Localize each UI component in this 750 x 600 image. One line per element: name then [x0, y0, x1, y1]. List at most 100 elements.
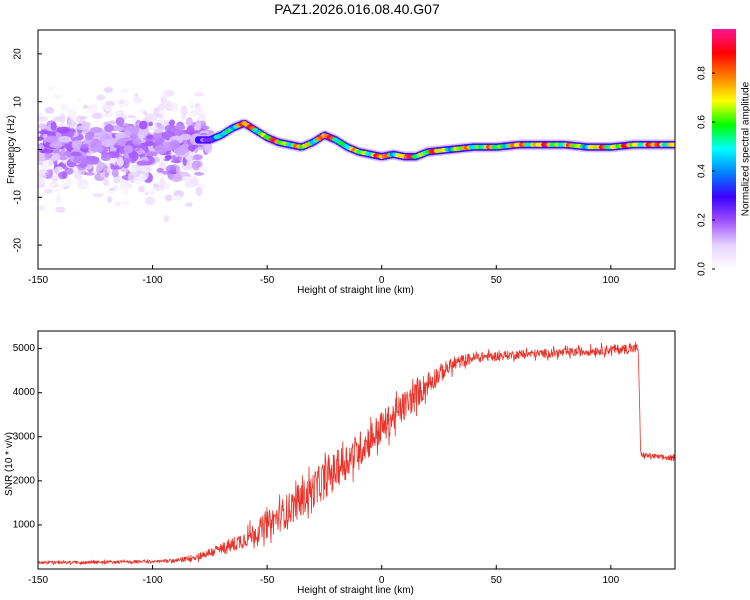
colorbar-label: Normalized spectral amplitude — [741, 81, 750, 216]
spectrogram-cell — [105, 100, 115, 106]
spectrogram-x-label: Height of straight line (km) — [297, 285, 414, 296]
spectrogram-cell — [121, 88, 129, 93]
snr-series-line — [38, 341, 675, 566]
spectrogram-cell — [193, 154, 203, 161]
spectrogram-cell — [62, 185, 70, 190]
spectrogram-cell — [124, 131, 132, 137]
spectrogram-cell — [154, 137, 165, 144]
spectrogram-cell — [163, 215, 170, 223]
spectrogram-x-tick-label: -100 — [143, 275, 163, 286]
spectrogram-cell — [38, 130, 50, 135]
spectrogram-cell — [187, 145, 196, 151]
spectrogram-cell — [188, 102, 195, 110]
snr-plot-area — [38, 341, 675, 566]
spectrogram-cell — [138, 173, 147, 183]
spectrogram-cell — [145, 134, 154, 140]
spectrogram-cell — [185, 117, 193, 127]
spectrogram-cell — [137, 186, 144, 193]
spectrogram-cell — [38, 170, 48, 174]
snr-y-label: SNR (10 * v/v) — [4, 432, 15, 496]
snr-x-tick-label: 50 — [491, 575, 503, 586]
snr-y-axis: 1000 2000 3000 4000 5000 — [13, 343, 42, 530]
spectrogram-x-tick-label: 100 — [602, 275, 619, 286]
snr-y-tick-label: 2000 — [13, 475, 36, 486]
spectrogram-cell — [119, 185, 126, 190]
spectrogram-x-tick-label: 0 — [379, 275, 385, 286]
spectrogram-cell — [51, 94, 64, 99]
spectrogram-cell — [148, 157, 156, 164]
spectrogram-cell — [54, 188, 62, 193]
spectrogram-cell — [39, 148, 54, 154]
spectrogram-cell — [115, 117, 125, 126]
spectrogram-cell — [194, 92, 204, 97]
colorbar-gradient — [712, 29, 736, 269]
spectrogram-cell — [106, 196, 113, 203]
spectrogram-cell — [67, 108, 77, 120]
spectrogram-cell — [56, 126, 70, 134]
spectrogram-cell — [123, 145, 134, 154]
spectrogram-cell — [170, 195, 182, 201]
spectrogram-cell — [179, 133, 192, 141]
spectrogram-cell — [143, 110, 148, 116]
spectrogram-cell — [670, 142, 675, 147]
spectrogram-cell — [104, 170, 109, 178]
snr-x-tick-label: -50 — [260, 575, 275, 586]
spectrogram-cell — [204, 143, 212, 154]
spectrogram-cell — [85, 155, 100, 165]
spectrogram-cell — [170, 173, 183, 183]
spectrogram-cell — [78, 116, 88, 120]
spectrogram-cell — [56, 194, 61, 204]
spectrogram-cell — [57, 171, 68, 180]
spectrogram-cell — [63, 150, 74, 157]
colorbar-axis: 0.0 0.2 0.4 0.6 0.8 — [697, 66, 715, 276]
spectrogram-cell — [38, 205, 46, 211]
spectrogram-cell — [114, 201, 121, 207]
spectrogram-cell — [196, 183, 206, 188]
spectrogram-cell — [156, 167, 164, 173]
spectrogram-y-label: Frequency (Hz) — [6, 115, 17, 184]
spectrogram-cell — [111, 168, 119, 178]
spectrogram-cell — [100, 153, 111, 162]
spectrogram-cell — [114, 126, 125, 132]
spectrogram-cell — [100, 172, 105, 178]
snr-frame — [37, 330, 676, 570]
spectrogram-cell — [109, 189, 115, 195]
spectrogram-cell — [118, 179, 128, 183]
spectrogram-cell — [80, 143, 89, 149]
spectrogram-cell — [49, 142, 63, 149]
spectrogram-x-tick-label: -50 — [260, 275, 275, 286]
spectrogram-cell — [104, 124, 114, 133]
spectrogram-cell — [103, 181, 110, 187]
spectrogram-cell — [159, 177, 166, 188]
spectrogram-y-tick-label: -10 — [13, 190, 24, 205]
spectrogram-cell — [80, 183, 89, 190]
spectrogram-cell — [92, 192, 105, 198]
spectrogram-cell — [191, 175, 198, 187]
spectrogram-cell — [65, 167, 74, 175]
spectrogram-cell — [50, 121, 57, 131]
spectrogram-cell — [149, 113, 158, 123]
spectrogram-x-tick-label: -150 — [28, 275, 48, 286]
spectrogram-cell — [59, 113, 66, 124]
spectrogram-cell — [152, 183, 159, 188]
spectrogram-cell — [58, 135, 72, 143]
spectrogram-cell — [38, 178, 46, 185]
spectrogram-cell — [71, 140, 83, 150]
spectrogram-image — [38, 30, 675, 269]
spectrogram-cell — [147, 151, 158, 157]
spectrogram-y-tick-label: 20 — [13, 48, 24, 60]
spectrogram-cell — [194, 105, 203, 115]
spectrogram-cell — [109, 162, 115, 167]
spectrogram-cell — [38, 123, 47, 130]
spectrogram-cell — [169, 119, 176, 126]
spectrogram-y-axis: -20 -10 0 10 20 — [13, 48, 42, 252]
spectrogram-cell — [194, 117, 204, 121]
spectrogram-cell — [44, 106, 55, 114]
spectrogram-cell — [175, 165, 181, 176]
spectrogram-cell — [96, 162, 104, 172]
spectrogram-cell — [127, 115, 136, 119]
spectrogram-cell — [76, 125, 91, 131]
spectrogram-cell — [55, 206, 66, 213]
snr-y-tick-label: 5000 — [13, 343, 36, 354]
spectrogram-cell — [84, 132, 94, 140]
